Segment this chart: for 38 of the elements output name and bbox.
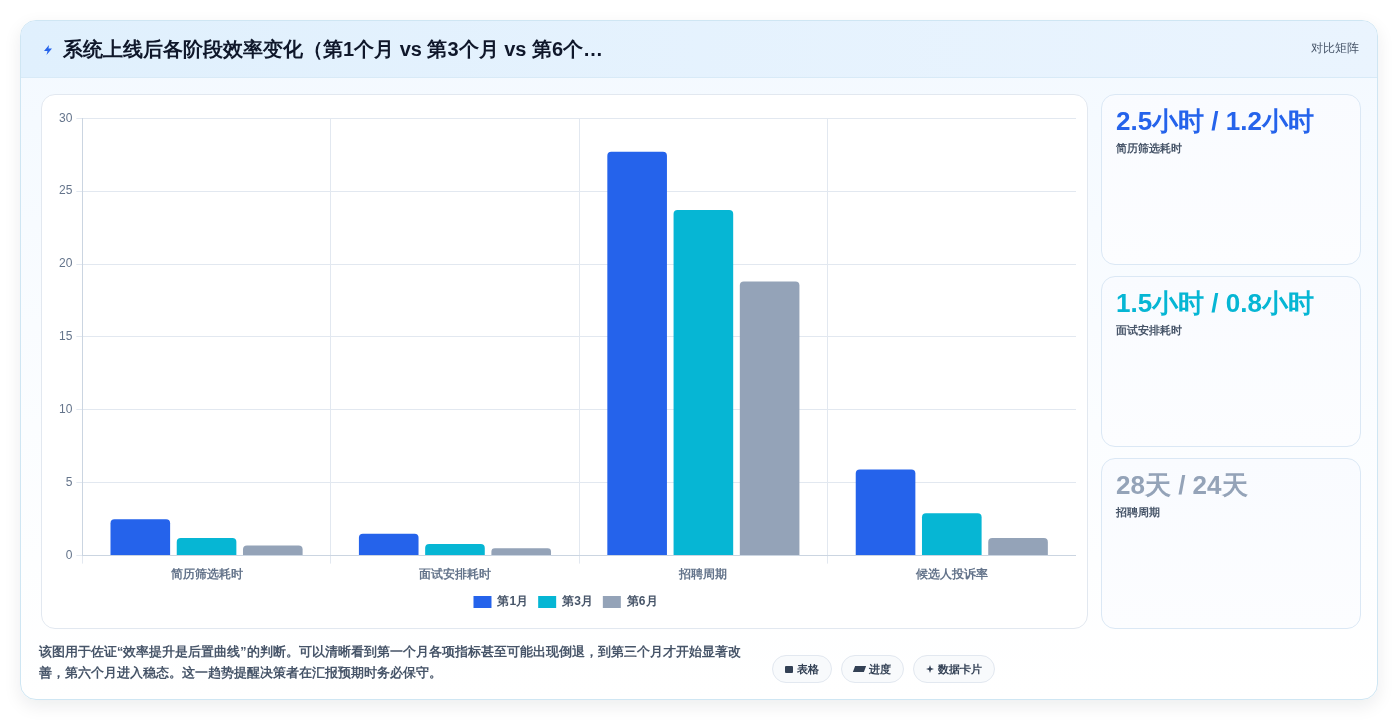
bar (242, 545, 303, 556)
bar (673, 210, 734, 556)
y-tick-label: 5 (65, 475, 73, 490)
y-tick-label: 25 (58, 183, 73, 198)
text: 28天 / 24天 (1116, 470, 1248, 500)
x-tick-label: 候选人投诉率 (914, 567, 988, 582)
bar (425, 543, 485, 556)
y-tick-label: 15 (58, 329, 73, 344)
y-tick-label: 20 (58, 256, 73, 271)
legend-label: 第6月 (625, 594, 658, 609)
x-tick-label: 简历筛选耗时 (169, 567, 243, 582)
bar (110, 519, 171, 556)
bar (358, 533, 419, 556)
text: 对比矩阵 (1311, 40, 1359, 56)
legend-label: 第3月 (561, 594, 593, 609)
pill-button[interactable]: 进度 (841, 655, 904, 683)
pill-button[interactable]: 数据卡片 (913, 655, 995, 683)
chart-title: 系统上线后各阶段效率变化（第1个月 vs 第3个月 vs 第6个… (63, 37, 604, 61)
y-tick-label: 0 (65, 547, 73, 562)
bar (739, 281, 800, 556)
legend-label: 第1月 (496, 594, 529, 609)
bar (607, 151, 667, 556)
text: 1.5小时 / 0.8小时 (1116, 288, 1314, 318)
y-tick-label: 30 (58, 110, 73, 125)
category-label: 面试安排耗时 (1116, 323, 1182, 338)
bar (491, 548, 552, 556)
text: 2.5小时 / 1.2小时 (1116, 106, 1314, 136)
x-tick-label: 招聘周期 (678, 567, 728, 582)
pill-button[interactable]: 表格 (772, 655, 832, 683)
bar (855, 469, 916, 556)
category-label: 简历筛选耗时 (1116, 141, 1182, 156)
category-label: 招聘周期 (1116, 505, 1160, 520)
bar (176, 538, 237, 556)
x-tick-label: 面试安排耗时 (417, 567, 491, 582)
bar (988, 538, 1048, 556)
bar (921, 513, 982, 556)
text: 该图用于佐证“效率提升是后置曲线”的判断。可以清晰看到第一个月各项指标甚至可能出现倒退，到第三个月才开始显著改善，第六个月进入稳态。这一趋势提醒决策者在汇报预期时务必保守。 (39, 644, 742, 682)
y-tick-label: 10 (58, 402, 73, 417)
